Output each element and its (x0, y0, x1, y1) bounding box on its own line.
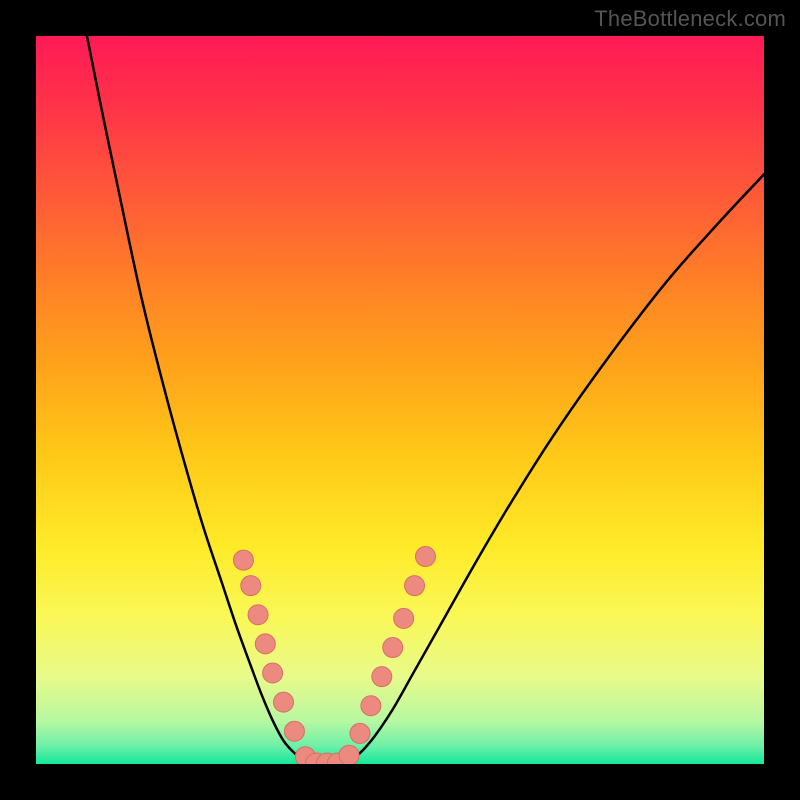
marker-dot (405, 576, 425, 596)
chart-frame: TheBottleneck.com (0, 0, 800, 800)
marker-dot (241, 576, 261, 596)
marker-dot (372, 667, 392, 687)
marker-dot (284, 721, 304, 741)
marker-dot (263, 663, 283, 683)
marker-dot (255, 634, 275, 654)
plot-area (36, 36, 764, 764)
marker-dot (248, 605, 268, 625)
marker-dot (233, 550, 253, 570)
marker-dot (394, 608, 414, 628)
marker-dot (361, 696, 381, 716)
plot-svg (36, 36, 764, 764)
marker-dot (383, 638, 403, 658)
watermark-text: TheBottleneck.com (594, 6, 786, 32)
marker-dot (339, 745, 359, 764)
marker-dot (274, 692, 294, 712)
marker-dot (350, 723, 370, 743)
marker-dot (415, 547, 435, 567)
